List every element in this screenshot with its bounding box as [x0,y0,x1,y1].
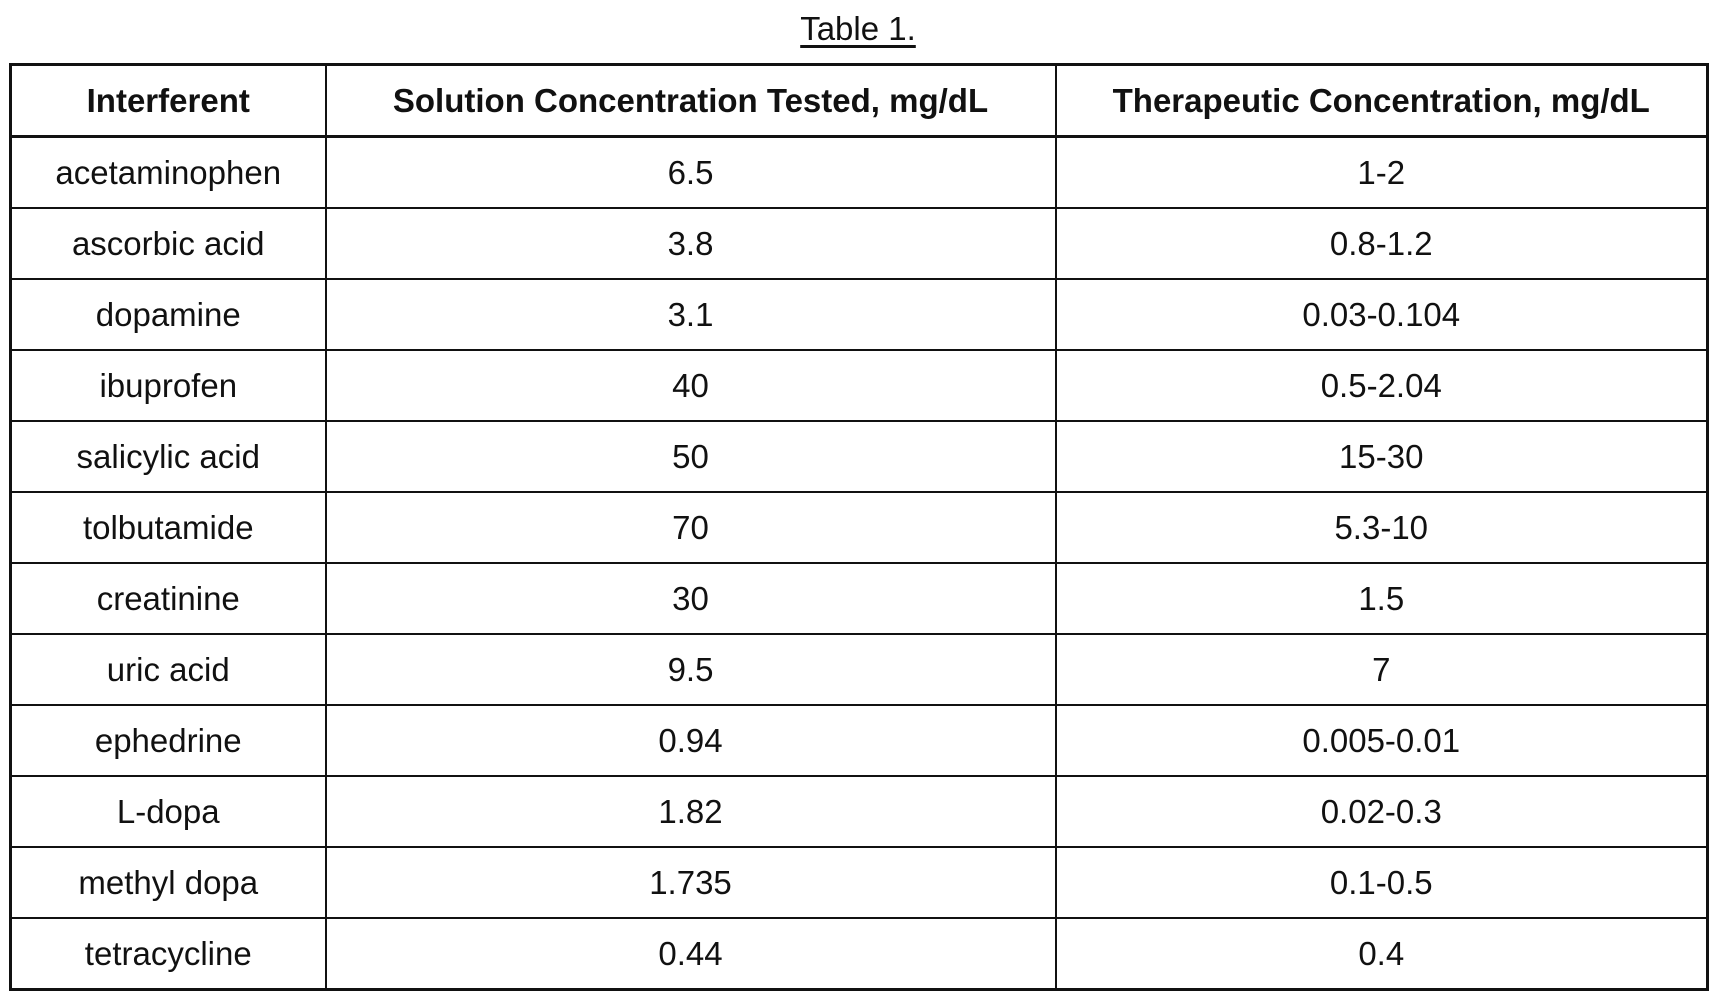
tested-concentration-cell: 40 [326,350,1056,421]
therapeutic-concentration-cell: 1.5 [1056,563,1708,634]
header-row: Interferent Solution Concentration Teste… [11,65,1708,137]
column-header: Solution Concentration Tested, mg/dL [326,65,1056,137]
tested-concentration-cell: 50 [326,421,1056,492]
table-row: dopamine3.10.03-0.104 [11,279,1708,350]
tested-concentration-cell: 9.5 [326,634,1056,705]
interferent-cell: dopamine [11,279,326,350]
tested-concentration-cell: 0.44 [326,918,1056,990]
therapeutic-concentration-cell: 1-2 [1056,137,1708,209]
interferent-cell: acetaminophen [11,137,326,209]
table-title: Table 1. [0,10,1716,48]
therapeutic-concentration-cell: 0.02-0.3 [1056,776,1708,847]
interferent-cell: ibuprofen [11,350,326,421]
table-row: acetaminophen6.51-2 [11,137,1708,209]
table-row: ibuprofen400.5-2.04 [11,350,1708,421]
interferent-cell: creatinine [11,563,326,634]
table-row: ephedrine0.940.005-0.01 [11,705,1708,776]
table-row: uric acid9.57 [11,634,1708,705]
therapeutic-concentration-cell: 0.8-1.2 [1056,208,1708,279]
column-header: Interferent [11,65,326,137]
interferent-table: Interferent Solution Concentration Teste… [9,63,1709,991]
tested-concentration-cell: 1.735 [326,847,1056,918]
table-row: salicylic acid5015-30 [11,421,1708,492]
therapeutic-concentration-cell: 0.005-0.01 [1056,705,1708,776]
tested-concentration-cell: 3.8 [326,208,1056,279]
table-row: tolbutamide705.3-10 [11,492,1708,563]
interferent-cell: ephedrine [11,705,326,776]
interferent-cell: L-dopa [11,776,326,847]
table-row: tetracycline0.440.4 [11,918,1708,990]
table-row: ascorbic acid3.80.8-1.2 [11,208,1708,279]
interferent-cell: salicylic acid [11,421,326,492]
interferent-cell: tetracycline [11,918,326,990]
table-row: methyl dopa1.7350.1-0.5 [11,847,1708,918]
tested-concentration-cell: 70 [326,492,1056,563]
therapeutic-concentration-cell: 5.3-10 [1056,492,1708,563]
table-row: creatinine301.5 [11,563,1708,634]
interferent-cell: methyl dopa [11,847,326,918]
interferent-cell: tolbutamide [11,492,326,563]
therapeutic-concentration-cell: 0.4 [1056,918,1708,990]
tested-concentration-cell: 6.5 [326,137,1056,209]
therapeutic-concentration-cell: 0.1-0.5 [1056,847,1708,918]
table-row: L-dopa1.820.02-0.3 [11,776,1708,847]
therapeutic-concentration-cell: 7 [1056,634,1708,705]
interferent-cell: ascorbic acid [11,208,326,279]
tested-concentration-cell: 30 [326,563,1056,634]
tested-concentration-cell: 1.82 [326,776,1056,847]
interferent-cell: uric acid [11,634,326,705]
therapeutic-concentration-cell: 15-30 [1056,421,1708,492]
tested-concentration-cell: 0.94 [326,705,1056,776]
table-title-text: Table 1. [800,10,916,47]
therapeutic-concentration-cell: 0.5-2.04 [1056,350,1708,421]
column-header: Therapeutic Concentration, mg/dL [1056,65,1708,137]
tested-concentration-cell: 3.1 [326,279,1056,350]
therapeutic-concentration-cell: 0.03-0.104 [1056,279,1708,350]
